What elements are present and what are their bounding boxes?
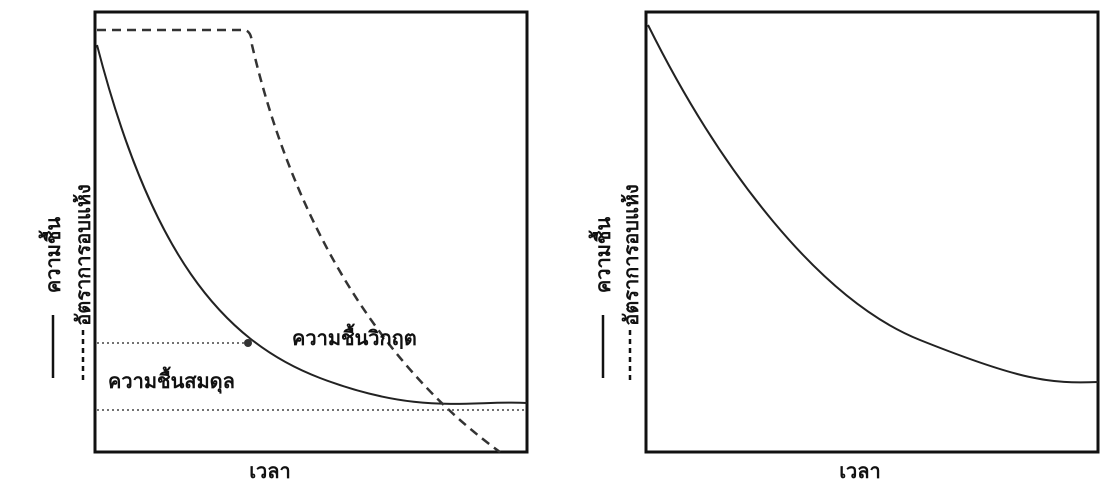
y-axis-label: ความชื้น <box>588 217 615 294</box>
critical-point <box>244 339 252 347</box>
annotation: ความชื้นวิกฤต <box>292 323 417 350</box>
page: {"panels": [ {"y_label_solid": "ความชื้น… <box>0 0 1110 489</box>
moisture-curve <box>648 25 1098 382</box>
annotation: ความชื้นสมดุล <box>108 366 235 394</box>
diagram: ความชื้นวิกฤต ความชื้นสมดุล เวลา ความชื้… <box>0 0 1110 489</box>
x-axis-label: เวลา <box>839 459 881 483</box>
y-axis-label: ความชื้น <box>38 217 65 294</box>
x-axis-label: เวลา <box>249 459 291 483</box>
right-panel: เวลา ความชื้น อัตราการอบแห้ง <box>588 12 1098 483</box>
y-axis-label: อัตราการอบแห้ง <box>71 184 95 326</box>
moisture-curve <box>97 45 527 404</box>
y-axis-label: อัตราการอบแห้ง <box>619 184 643 326</box>
plot-frame <box>646 12 1098 452</box>
left-panel: ความชื้นวิกฤต ความชื้นสมดุล เวลา ความชื้… <box>38 12 527 483</box>
